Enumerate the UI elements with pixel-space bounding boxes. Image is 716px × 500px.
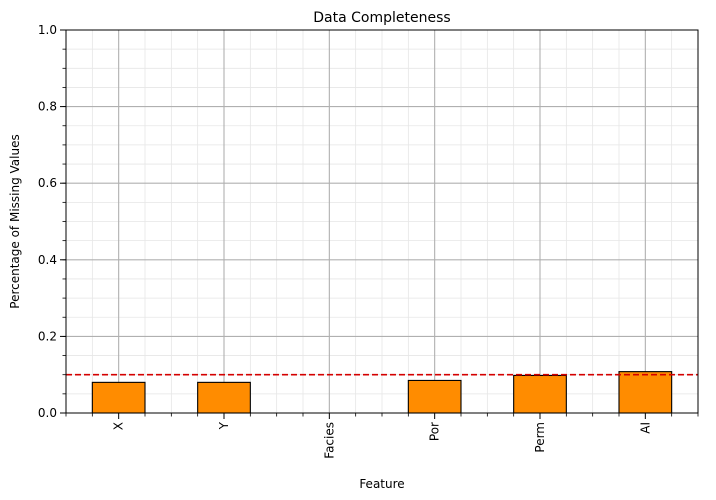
y-tick-label: 0.0 bbox=[38, 406, 57, 420]
bars-group bbox=[91, 371, 673, 414]
bar-perm bbox=[513, 374, 567, 414]
x-tick-label-y: Y bbox=[217, 421, 231, 430]
y-tick-label: 0.4 bbox=[38, 253, 57, 267]
x-tick-label-x: X bbox=[112, 422, 126, 430]
x-tick-label-facies: Facies bbox=[322, 422, 336, 459]
bar-ai bbox=[618, 371, 673, 414]
bar-x bbox=[91, 381, 146, 414]
y-ticks: 0.0 0.2 0.4 0.6 0.8 1.0 bbox=[38, 23, 66, 420]
bar-y bbox=[197, 381, 251, 414]
chart-title: Data Completeness bbox=[313, 10, 450, 26]
bar-por bbox=[407, 379, 462, 414]
x-ticks: X Y Facies Por Perm AI bbox=[65, 413, 699, 459]
y-tick-label: 1.0 bbox=[38, 23, 57, 37]
minor-grid bbox=[65, 30, 699, 413]
x-tick-label-por: Por bbox=[428, 422, 442, 441]
y-tick-label: 0.6 bbox=[38, 176, 57, 190]
y-axis-label: Percentage of Missing Values bbox=[8, 134, 22, 308]
y-tick-label: 0.8 bbox=[38, 100, 57, 114]
x-tick-label-perm: Perm bbox=[533, 422, 547, 453]
x-axis-label: Feature bbox=[359, 477, 404, 491]
y-tick-label: 0.2 bbox=[38, 329, 57, 343]
x-tick-label-ai: AI bbox=[638, 422, 652, 434]
